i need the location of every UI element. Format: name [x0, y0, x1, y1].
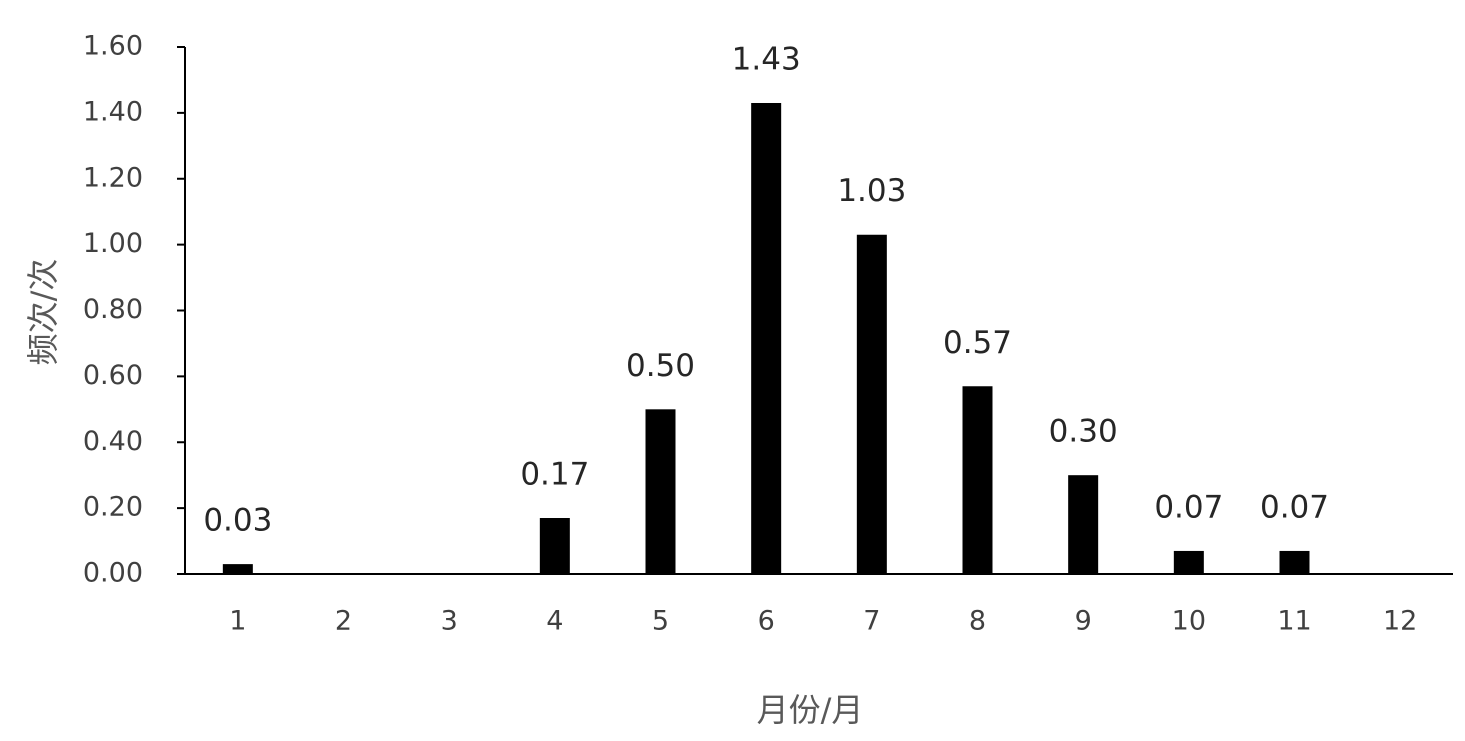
- y-tick-label: 0.40: [83, 426, 143, 457]
- data-label: 0.07: [1260, 489, 1329, 525]
- bar: [1279, 550, 1310, 574]
- y-axis-title: 频次/次: [24, 259, 62, 366]
- bar: [539, 518, 570, 574]
- y-tick-label: 1.00: [83, 228, 143, 259]
- data-label: 0.50: [626, 348, 695, 384]
- x-tick-label: 1: [229, 606, 246, 637]
- data-label: 0.30: [1049, 414, 1118, 450]
- data-label: 0.03: [203, 503, 272, 539]
- x-tick-label: 10: [1172, 606, 1206, 637]
- x-tick-label: 6: [758, 606, 775, 637]
- x-tick-label: 5: [652, 606, 669, 637]
- bar: [222, 564, 253, 574]
- y-tick-label: 0.20: [83, 492, 143, 523]
- bar: [645, 409, 676, 574]
- x-axis-title: 月份/月: [757, 691, 864, 729]
- data-label: 0.57: [943, 325, 1012, 361]
- y-tick-label: 0.80: [83, 294, 143, 325]
- y-tick-label: 1.40: [83, 96, 143, 127]
- x-tick-label: 12: [1383, 606, 1417, 637]
- data-label: 0.17: [520, 457, 589, 493]
- x-tick-label: 9: [1075, 606, 1092, 637]
- x-tick-label: 4: [546, 606, 563, 637]
- x-tick-label: 3: [441, 606, 458, 637]
- data-label: 1.43: [732, 41, 801, 77]
- bar: [751, 102, 782, 575]
- y-tick-label: 0.60: [83, 360, 143, 391]
- data-label: 1.03: [837, 173, 906, 209]
- y-tick-label: 1.60: [83, 31, 143, 62]
- x-tick-label: 8: [969, 606, 986, 637]
- x-tick-label: 7: [863, 606, 880, 637]
- bar: [856, 234, 887, 574]
- y-tick-label: 1.20: [83, 162, 143, 193]
- data-label: 0.07: [1154, 489, 1223, 525]
- y-tick-label: 0.00: [83, 558, 143, 589]
- bar: [962, 386, 993, 574]
- bar: [1173, 550, 1204, 574]
- x-tick-label: 2: [335, 606, 352, 637]
- bar: [1068, 475, 1099, 574]
- x-tick-label: 11: [1277, 606, 1311, 637]
